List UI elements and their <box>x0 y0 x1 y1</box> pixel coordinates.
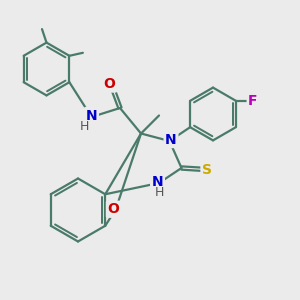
Text: S: S <box>202 163 212 176</box>
Text: H: H <box>154 186 164 199</box>
Text: N: N <box>165 133 177 146</box>
Text: O: O <box>107 202 119 216</box>
Text: N: N <box>86 109 97 122</box>
Text: F: F <box>248 94 258 108</box>
Text: H: H <box>79 119 89 133</box>
Text: N: N <box>152 175 163 188</box>
Text: O: O <box>103 77 116 91</box>
